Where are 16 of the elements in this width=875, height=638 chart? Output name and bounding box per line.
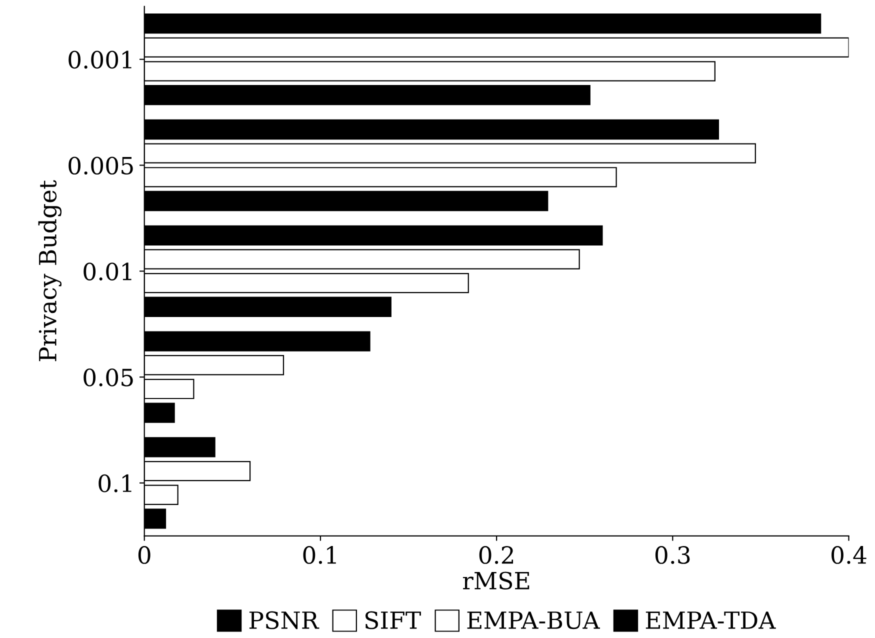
- x-tick-label: 0.3: [655, 546, 690, 564]
- x-tick-label: 0.2: [479, 546, 514, 564]
- legend-label: SIFT: [366, 611, 421, 630]
- y-axis-title: Privacy Budget: [38, 180, 62, 362]
- y-tick-label: 0.05: [84, 368, 133, 386]
- y-tick-label: 0.01: [84, 262, 132, 280]
- x-axis-title: rMSE: [462, 572, 530, 590]
- y-tick-label: 0.1: [98, 474, 132, 492]
- legend-label: PSNR: [249, 611, 320, 630]
- y-tick-label: 0.005: [68, 156, 133, 175]
- x-tick-label: 0.4: [832, 546, 866, 564]
- x-tick-label: 0: [138, 546, 150, 564]
- x-tick-label: 0.1: [303, 546, 336, 564]
- legend-label: EMPA-TDA: [646, 612, 776, 629]
- y-tick-label: 0.001: [68, 50, 132, 69]
- legend-label: EMPA-BUA: [467, 612, 600, 630]
